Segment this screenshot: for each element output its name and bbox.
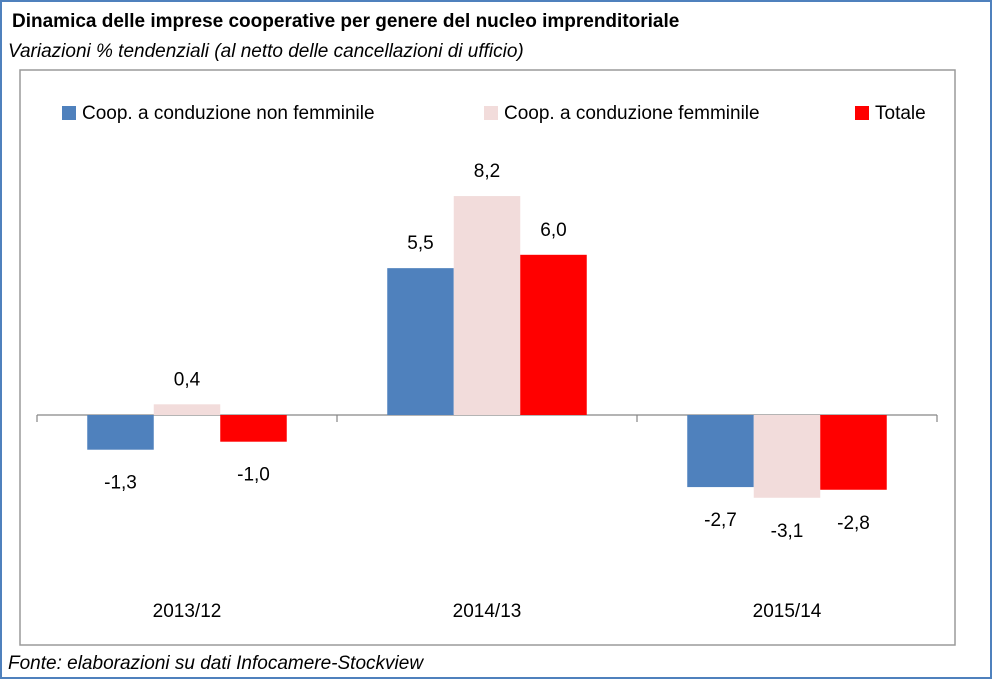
x-tick-label: 2015/14 <box>753 601 822 622</box>
bar <box>687 415 754 488</box>
bar <box>753 415 821 498</box>
bar <box>220 415 287 442</box>
data-label: 6,0 <box>540 220 566 241</box>
legend-swatch <box>62 106 76 120</box>
legend-swatch <box>484 106 498 120</box>
bar <box>453 196 521 415</box>
legend-swatch <box>855 106 869 120</box>
x-tick-label: 2013/12 <box>153 601 222 622</box>
data-label: -1,0 <box>237 465 270 486</box>
chart-subtitle: Variazioni % tendenziali (al netto delle… <box>8 41 524 62</box>
plot-frame <box>19 69 956 646</box>
bar <box>520 254 587 415</box>
x-tick-label: 2014/13 <box>453 601 522 622</box>
data-label: -1,3 <box>104 473 137 494</box>
source-note: Fonte: elaborazioni su dati Infocamere-S… <box>8 653 424 674</box>
bar <box>87 415 154 450</box>
data-label: -2,8 <box>837 513 870 534</box>
bar <box>387 268 454 415</box>
data-label: -3,1 <box>771 521 804 542</box>
data-label: 5,5 <box>407 233 433 254</box>
data-label: -2,7 <box>704 510 737 531</box>
legend-label: Coop. a conduzione non femminile <box>82 103 375 124</box>
data-label: 8,2 <box>474 161 500 182</box>
legend-label: Coop. a conduzione femminile <box>504 103 760 124</box>
bar <box>820 415 887 490</box>
bar <box>153 404 221 415</box>
chart-title: Dinamica delle imprese cooperative per g… <box>12 11 679 32</box>
data-label: 0,4 <box>174 369 201 390</box>
legend-label: Totale <box>875 103 926 124</box>
